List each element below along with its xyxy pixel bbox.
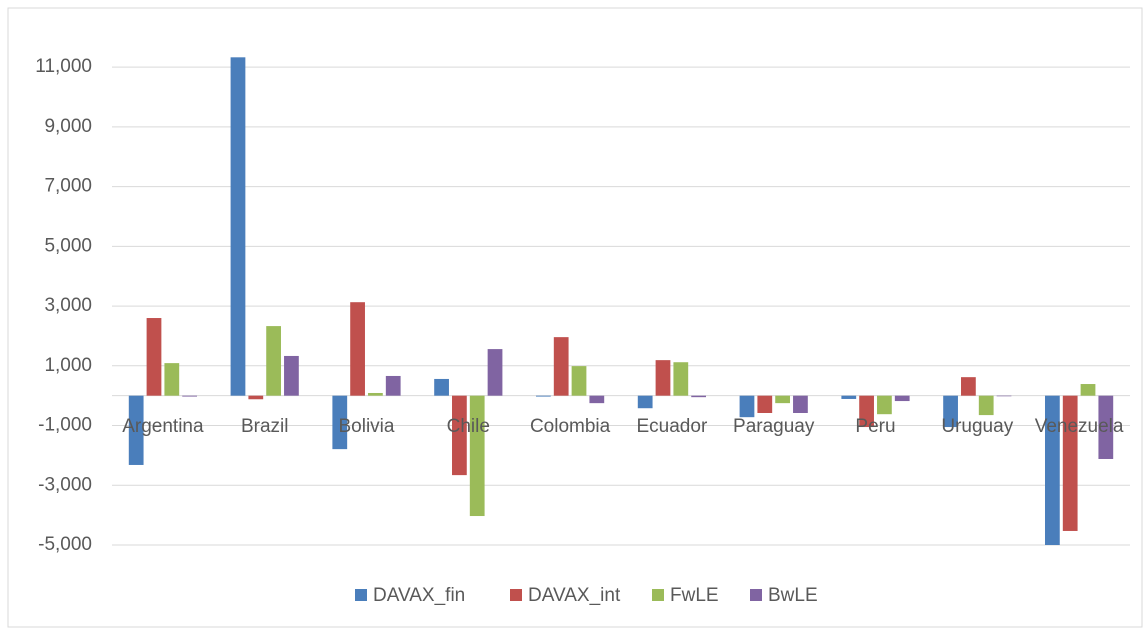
legend-swatch xyxy=(652,589,664,601)
bar xyxy=(894,395,910,402)
x-tick-label: Venezuela xyxy=(1035,416,1124,437)
bar xyxy=(266,326,281,396)
bar xyxy=(350,302,365,396)
bar xyxy=(146,318,162,396)
y-tick-label: -1,000 xyxy=(38,415,92,436)
bar xyxy=(1080,384,1096,396)
bar xyxy=(978,395,994,416)
bar xyxy=(655,360,671,396)
bar xyxy=(637,395,653,409)
x-tick-label: Peru xyxy=(855,416,895,437)
y-tick-label: -5,000 xyxy=(38,534,92,555)
legend-label: FwLE xyxy=(670,585,719,606)
bar xyxy=(943,395,958,428)
y-tick-label: 1,000 xyxy=(44,355,92,376)
bar xyxy=(332,395,348,450)
x-tick-label: Uruguay xyxy=(941,416,1013,437)
bar xyxy=(739,395,755,418)
bar xyxy=(961,377,976,396)
bar xyxy=(248,395,264,400)
bar xyxy=(589,395,605,404)
bar xyxy=(996,395,1012,397)
bar xyxy=(230,57,246,396)
bar xyxy=(691,395,707,398)
bar xyxy=(673,362,689,396)
legend-label: DAVAX_fin xyxy=(373,585,465,606)
bar xyxy=(284,355,299,396)
bar xyxy=(571,366,587,396)
legend-swatch xyxy=(355,589,367,601)
bar xyxy=(793,395,808,413)
bar xyxy=(368,392,383,396)
bar xyxy=(487,349,503,396)
x-tick-label: Bolivia xyxy=(339,416,395,437)
bar xyxy=(1044,395,1060,545)
bar xyxy=(128,395,144,465)
bar xyxy=(859,395,874,428)
bar xyxy=(164,363,180,396)
bar xyxy=(452,395,467,476)
bar xyxy=(757,395,773,413)
x-tick-label: Ecuador xyxy=(637,416,708,437)
y-tick-label: 9,000 xyxy=(44,116,92,137)
x-tick-label: Colombia xyxy=(530,416,611,437)
bar xyxy=(877,395,892,415)
legend-label: DAVAX_int xyxy=(528,585,621,606)
bar xyxy=(385,375,401,396)
x-tick-label: Brazil xyxy=(241,416,289,437)
legend-swatch xyxy=(510,589,522,601)
x-tick-label: Paraguay xyxy=(733,416,815,437)
chart-border xyxy=(7,7,1143,628)
y-tick-label: 3,000 xyxy=(44,295,92,316)
bar xyxy=(1098,395,1114,459)
bar xyxy=(841,395,857,399)
bar xyxy=(182,395,198,397)
legend-swatch xyxy=(750,589,762,601)
bar xyxy=(469,395,485,517)
y-tick-label: 5,000 xyxy=(44,235,92,256)
bar xyxy=(535,395,551,397)
y-tick-label: 7,000 xyxy=(44,176,92,197)
bar xyxy=(775,395,790,404)
x-tick-label: Chile xyxy=(447,416,490,437)
bar xyxy=(434,378,449,396)
x-tick-label: Argentina xyxy=(122,416,204,437)
bar xyxy=(553,337,569,396)
y-tick-label: 11,000 xyxy=(35,56,92,77)
legend-label: BwLE xyxy=(768,585,818,606)
bar xyxy=(1062,395,1078,531)
y-tick-label: -3,000 xyxy=(38,474,92,495)
